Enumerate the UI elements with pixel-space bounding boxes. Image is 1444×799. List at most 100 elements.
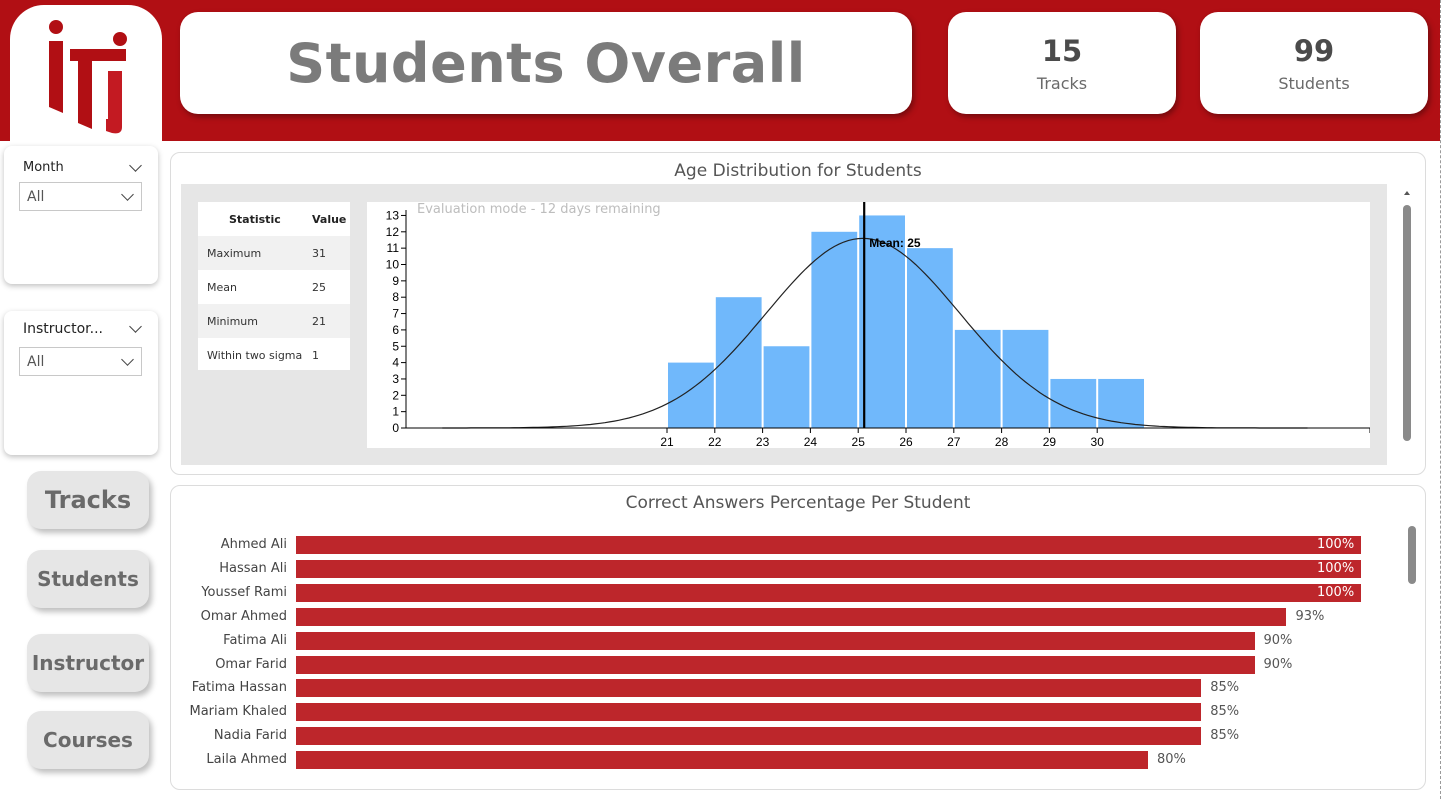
- instructor-slicer-label: Instructor...: [23, 321, 103, 337]
- age-visual-container: Statistic Value Maximum 31 Mean 25 Minim…: [181, 184, 1387, 465]
- chevron-down-icon[interactable]: [129, 320, 142, 333]
- age-histogram: Evaluation mode - 12 days remaining Mean…: [367, 202, 1371, 449]
- stats-row: Maximum 31: [198, 236, 350, 270]
- answer-bar[interactable]: [296, 727, 1202, 746]
- bar-value-label: 85%: [1210, 728, 1240, 744]
- answer-bar[interactable]: [296, 655, 1255, 674]
- y-tick-label: 13: [386, 208, 400, 222]
- histogram-bar: [763, 346, 810, 428]
- y-tick-label: 8: [392, 290, 399, 304]
- page-title-card: Students Overall: [180, 12, 912, 114]
- answer-bar[interactable]: [296, 631, 1255, 650]
- chevron-down-icon[interactable]: [129, 158, 142, 172]
- evaluation-watermark: Evaluation mode - 12 days remaining: [417, 202, 661, 217]
- histogram-bar: [907, 248, 953, 428]
- nav-students-button[interactable]: Students: [27, 550, 149, 608]
- answer-bar[interactable]: [296, 559, 1361, 578]
- month-dropdown-value: All: [27, 188, 45, 205]
- nav-students-label: Students: [37, 567, 139, 591]
- stats-row-value: 25: [312, 281, 326, 294]
- age-panel-scroll-thumb[interactable]: [1403, 205, 1411, 441]
- bar-category-label: Fatima Hassan: [191, 680, 287, 696]
- x-tick-label: 30: [1091, 435, 1105, 448]
- answers-bar-chart: Ahmed Ali 100% Hassan Ali 100% Youssef Rami 1…: [171, 486, 1401, 786]
- histogram-bar: [715, 297, 762, 428]
- bar-category-label: Mariam Khaled: [189, 704, 288, 720]
- iti-logo: [49, 20, 127, 134]
- month-slicer: Month All: [4, 146, 158, 284]
- bar-value-label: 90%: [1263, 656, 1293, 672]
- x-tick-label: 28: [995, 435, 1009, 448]
- answer-bar[interactable]: [296, 536, 1361, 554]
- page-title: Students Overall: [286, 31, 806, 95]
- nav-courses-button[interactable]: Courses: [27, 711, 149, 769]
- stats-row: Within two sigma 1: [198, 338, 350, 372]
- instructor-dropdown[interactable]: All: [19, 347, 142, 376]
- page-edge: [1440, 0, 1441, 799]
- kpi-tracks-card: 15 Tracks: [948, 12, 1176, 114]
- bar-category-label: Laila Ahmed: [206, 752, 287, 768]
- nav-instructor-button[interactable]: Instructor: [27, 634, 149, 692]
- month-slicer-header[interactable]: Month: [23, 158, 143, 175]
- bar-value-label: 85%: [1210, 680, 1240, 696]
- instructor-slicer-header[interactable]: Instructor...: [23, 320, 143, 337]
- bar-row: Fatima Hassan 85%: [171, 679, 1401, 698]
- bar-row: Fatima Ali 90%: [171, 631, 1401, 650]
- mean-label: Mean: 25: [869, 236, 921, 250]
- x-tick-label: 26: [899, 435, 913, 448]
- y-tick-label: 6: [392, 323, 399, 337]
- bar-category-label: Hassan Ali: [219, 560, 287, 576]
- answers-panel-scrollbar[interactable]: [1407, 526, 1417, 776]
- stats-header-statistic: Statistic: [229, 213, 281, 226]
- stats-row-value: 31: [312, 247, 326, 260]
- x-tick-label: 24: [804, 435, 818, 448]
- logo-card: [10, 5, 162, 165]
- x-tick-label: 22: [708, 435, 722, 448]
- histogram-bar: [668, 362, 714, 428]
- bar-category-label: Fatima Ali: [223, 632, 287, 648]
- kpi-students-value: 99: [1293, 34, 1335, 68]
- normal-curve-line: [442, 237, 1308, 429]
- bar-row: Laila Ahmed 80%: [171, 751, 1401, 770]
- answers-panel-title: Correct Answers Percentage Per Student: [625, 493, 971, 513]
- bar-row: Youssef Rami 100%: [171, 583, 1401, 602]
- stats-row-name: Within two sigma: [207, 349, 303, 362]
- histogram-bar: [1098, 378, 1144, 428]
- answer-bar[interactable]: [296, 703, 1202, 722]
- answer-bar[interactable]: [296, 679, 1202, 698]
- answer-bar[interactable]: [296, 607, 1287, 626]
- answer-bar[interactable]: [296, 583, 1361, 602]
- answer-bar[interactable]: [296, 751, 1148, 770]
- age-panel-scrollbar[interactable]: [1402, 185, 1412, 445]
- stats-row-name: Minimum: [207, 315, 258, 328]
- bar-value-label: 90%: [1263, 632, 1293, 648]
- bar-value-label: 85%: [1210, 704, 1240, 720]
- y-tick-label: 5: [392, 339, 399, 353]
- nav-tracks-label: Tracks: [44, 486, 132, 514]
- stats-header-row: Statistic Value: [198, 202, 350, 236]
- chevron-down-icon: [121, 187, 134, 201]
- month-slicer-label: Month: [23, 160, 64, 175]
- y-tick-label: 11: [387, 241, 400, 255]
- bar-category-label: Omar Ahmed: [200, 608, 287, 624]
- month-dropdown[interactable]: All: [19, 182, 142, 211]
- y-tick-label: 2: [392, 388, 399, 402]
- histogram-bar: [859, 215, 905, 428]
- y-tick-label: 3: [392, 372, 399, 386]
- x-tick-label: 27: [947, 435, 961, 448]
- y-tick-label: 1: [392, 405, 399, 419]
- nav-courses-label: Courses: [43, 728, 133, 752]
- x-tick-label: 23: [756, 435, 770, 448]
- nav-tracks-button[interactable]: Tracks: [27, 471, 149, 529]
- histogram-bar: [954, 329, 1001, 428]
- bar-row: Hassan Ali 100%: [171, 559, 1401, 578]
- y-tick-label: 12: [386, 225, 400, 239]
- answers-panel-scroll-thumb[interactable]: [1408, 526, 1416, 584]
- scroll-up-icon[interactable]: [1402, 188, 1412, 198]
- stats-row-value: 21: [312, 315, 326, 328]
- bar-row: Omar Farid 90%: [171, 655, 1401, 674]
- age-distribution-panel: Age Distribution for Students Statistic …: [170, 152, 1426, 475]
- stats-row: Minimum 21: [198, 304, 350, 338]
